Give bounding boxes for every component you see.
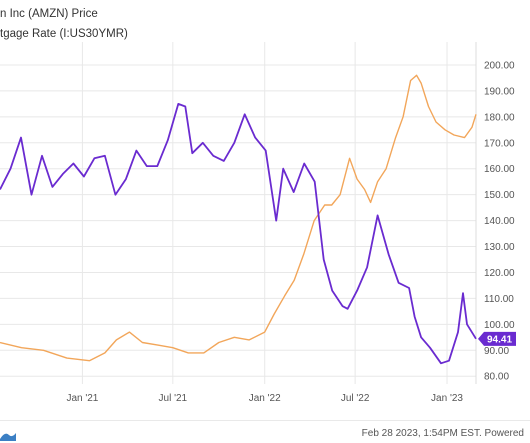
x-tick-label: Jan '22 xyxy=(249,393,281,404)
y-tick-label: 190.00 xyxy=(484,86,515,97)
legend-label-amzn: n Inc (AMZN) Price xyxy=(0,8,98,20)
last-value-marker: 94.41 xyxy=(478,331,516,346)
y-tick-label: 100.00 xyxy=(484,320,515,331)
y-tick-label: 110.00 xyxy=(484,294,514,305)
y-tick-label: 80.00 xyxy=(484,372,509,383)
y-tick-label: 150.00 xyxy=(484,190,515,201)
y-tick-label: 170.00 xyxy=(484,138,515,149)
series-layer xyxy=(0,74,477,365)
y-tick-label: 140.00 xyxy=(484,216,515,227)
x-tick-label: Jul '22 xyxy=(341,393,370,404)
series-line-amzn xyxy=(0,103,477,365)
series-line-mortgage xyxy=(0,74,477,362)
y-axis-tick-labels: 80.00 90.00 100.00 110.00 120.00 130.00 140.00… xyxy=(484,60,515,382)
y-tick-label: 120.00 xyxy=(484,268,515,279)
legend-label-mortgage: tgage Rate (I:US30YMR) xyxy=(0,28,128,40)
last-value-label: 94.41 xyxy=(487,334,512,345)
x-tick-label: Jul '21 xyxy=(159,393,188,404)
ycharts-logo-icon xyxy=(0,433,16,441)
x-tick-label: Jan '21 xyxy=(66,393,98,404)
last-value-flag xyxy=(478,331,516,346)
x-tick-label: Jan '23 xyxy=(431,393,463,404)
timestamp: Feb 28 2023, 1:54PM EST. Powered xyxy=(361,428,524,439)
y-tick-label: 90.00 xyxy=(484,346,509,357)
footer: Feb 28 2023, 1:54PM EST. Powered xyxy=(0,420,530,443)
y-tick-label: 130.00 xyxy=(484,242,515,253)
y-tick-label: 200.00 xyxy=(484,60,515,71)
y-tick-label: 180.00 xyxy=(484,112,515,123)
gridlines xyxy=(0,42,477,384)
y-tick-label: 160.00 xyxy=(484,164,515,175)
